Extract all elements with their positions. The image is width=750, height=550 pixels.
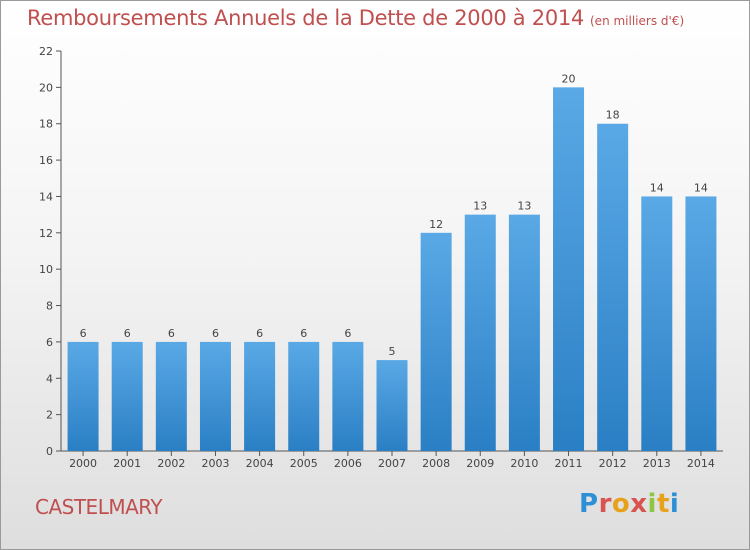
data-label-2011: 20 xyxy=(562,72,576,85)
y-tick-label: 4 xyxy=(46,372,53,385)
data-label-2001: 6 xyxy=(124,327,131,340)
x-tick-label-2000: 2000 xyxy=(69,457,97,470)
x-tick-label-2009: 2009 xyxy=(466,457,494,470)
y-tick-label: 2 xyxy=(46,409,53,422)
y-tick-label: 8 xyxy=(46,300,53,313)
data-label-2005: 6 xyxy=(300,327,307,340)
x-tick-label-2012: 2012 xyxy=(599,457,627,470)
data-label-2004: 6 xyxy=(256,327,263,340)
data-label-2006: 6 xyxy=(344,327,351,340)
x-tick-label-2014: 2014 xyxy=(687,457,715,470)
data-label-2012: 18 xyxy=(606,109,620,122)
x-tick-label-2010: 2010 xyxy=(510,457,538,470)
bar-2011 xyxy=(553,87,585,451)
bar-2010 xyxy=(508,214,540,451)
y-tick-label: 18 xyxy=(39,118,53,131)
x-tick-label-2002: 2002 xyxy=(157,457,185,470)
bar-2014 xyxy=(685,196,717,451)
bar-2002 xyxy=(155,341,187,451)
x-tick-label-2005: 2005 xyxy=(290,457,318,470)
data-label-2003: 6 xyxy=(212,327,219,340)
bar-2004 xyxy=(244,341,276,451)
x-tick-label-2001: 2001 xyxy=(113,457,141,470)
commune-name: CASTELMARY xyxy=(35,495,163,519)
bar-2001 xyxy=(111,341,143,451)
data-label-2002: 6 xyxy=(168,327,175,340)
y-tick-label: 14 xyxy=(39,190,53,203)
data-label-2000: 6 xyxy=(80,327,87,340)
data-label-2013: 14 xyxy=(650,181,664,194)
x-tick-label-2006: 2006 xyxy=(334,457,362,470)
bar-2009 xyxy=(464,214,496,451)
data-label-2014: 14 xyxy=(694,181,708,194)
x-tick-label-2011: 2011 xyxy=(555,457,583,470)
data-label-2009: 13 xyxy=(473,200,487,213)
chart-title: Remboursements Annuels de la Dette de 20… xyxy=(27,6,684,30)
bar-2007 xyxy=(376,360,408,451)
x-tick-label-2008: 2008 xyxy=(422,457,450,470)
bar-2012 xyxy=(597,123,629,452)
data-label-2008: 12 xyxy=(429,218,443,231)
proxiti-logo: Proxiti xyxy=(579,489,680,519)
bar-2008 xyxy=(420,232,452,451)
x-tick-label-2013: 2013 xyxy=(643,457,671,470)
y-tick-label: 22 xyxy=(39,45,53,58)
bar-2000 xyxy=(67,341,99,451)
y-tick-label: 0 xyxy=(46,445,53,458)
y-tick-label: 12 xyxy=(39,227,53,240)
x-tick-label-2003: 2003 xyxy=(201,457,229,470)
bar-2005 xyxy=(288,341,320,451)
bar-2013 xyxy=(641,196,673,451)
y-tick-label: 10 xyxy=(39,263,53,276)
bar-2003 xyxy=(199,341,231,451)
chart-title-text: Remboursements Annuels de la Dette de 20… xyxy=(27,6,584,30)
bar-2006 xyxy=(332,341,364,451)
data-label-2007: 5 xyxy=(389,345,396,358)
y-tick-label: 6 xyxy=(46,336,53,349)
y-tick-label: 16 xyxy=(39,154,53,167)
y-tick-label: 20 xyxy=(39,81,53,94)
x-tick-label-2004: 2004 xyxy=(246,457,274,470)
data-label-2010: 13 xyxy=(517,200,531,213)
x-tick-label-2007: 2007 xyxy=(378,457,406,470)
chart-unit-label: (en milliers d'€) xyxy=(590,14,685,28)
